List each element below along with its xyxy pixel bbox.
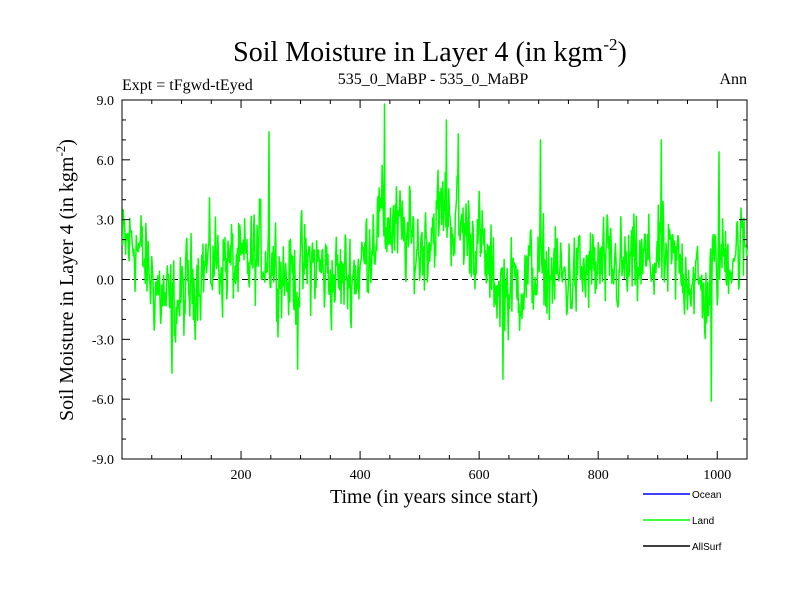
chart-title: Soil Moisture in Layer 4 (in kgm-2)	[233, 35, 627, 68]
land-series-line	[121, 103, 748, 402]
x-tick-label: 400	[350, 468, 371, 483]
y-tick-label: 6.0	[97, 154, 115, 169]
legend-label: AllSurf	[692, 542, 722, 553]
x-axis-ticks: 200 400 600 800 1000	[151, 100, 731, 483]
experiment-label: Expt = tFgwd-tEyed	[122, 77, 253, 94]
legend: Ocean Land AllSurf	[643, 490, 722, 553]
period-label: 535_0_MaBP - 535_0_MaBP	[338, 71, 529, 88]
x-tick-label: 600	[469, 468, 490, 483]
y-tick-label: 9.0	[97, 94, 115, 109]
y-tick-label: -3.0	[92, 333, 114, 348]
y-tick-label: -9.0	[92, 453, 114, 468]
legend-label: Ocean	[692, 490, 721, 501]
y-axis-ticks: -9.0 -6.0 -3.0 0.0 3.0 6.0 9.0	[92, 94, 747, 468]
y-tick-label: 0.0	[97, 274, 115, 289]
season-label: Ann	[719, 71, 747, 88]
y-axis-label: Soil Moisture in Layer 4 (in kgm-2)	[53, 139, 78, 421]
x-tick-label: 800	[588, 468, 609, 483]
y-tick-label: -6.0	[92, 393, 114, 408]
x-tick-label: 1000	[703, 468, 731, 483]
y-tick-label: 3.0	[97, 214, 115, 229]
x-axis-label: Time (in years since start)	[330, 486, 538, 508]
x-tick-label: 200	[231, 468, 252, 483]
legend-label: Land	[692, 516, 714, 527]
